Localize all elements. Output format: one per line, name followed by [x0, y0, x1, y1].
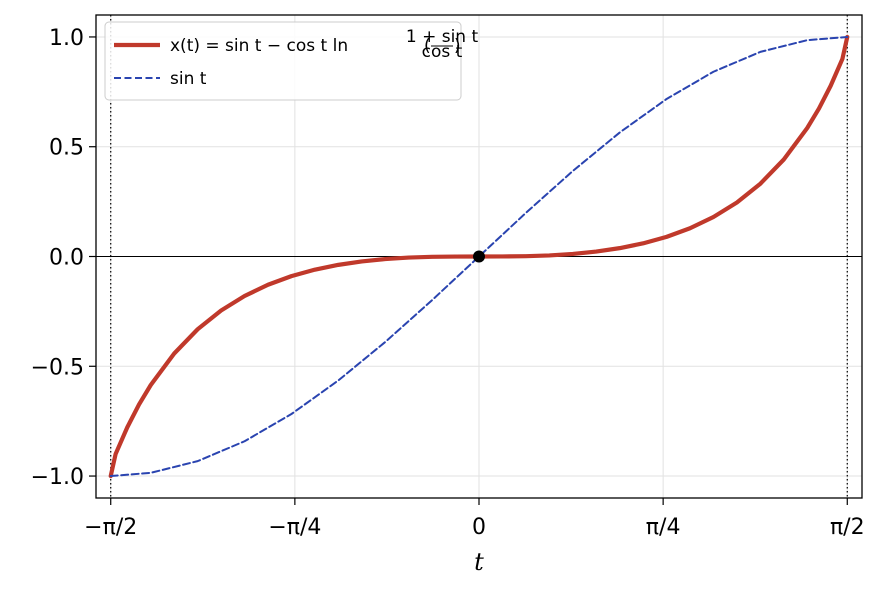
legend-paren-close: ): [454, 36, 461, 56]
x-axis-ticks: −π/2 −π/4 0 π/4 π/2: [84, 498, 865, 540]
y-axis-ticks: −1.0 −0.5 0.0 0.5 1.0: [31, 26, 96, 490]
origin-marker-0: [473, 250, 485, 263]
x-tick-label-2: 0: [472, 515, 486, 540]
legend-label-sin-t: sin t: [170, 69, 207, 89]
legend-paren-open: (: [424, 36, 431, 56]
legend-fraction-denominator: cos t: [422, 42, 463, 62]
x-tick-label-0: −π/2: [84, 515, 137, 540]
x-tick-label-4: π/2: [830, 515, 865, 540]
series-line-1: [109, 35, 849, 478]
y-tick-label-3: 0.5: [49, 136, 84, 161]
legend: x(t) = sin t − cos t ln ( 1 + sin t cos …: [104, 21, 479, 101]
point-markers: [473, 250, 485, 263]
y-tick-label-2: 0.0: [49, 246, 84, 271]
x-axis-label: t: [474, 548, 484, 576]
x-tick-label-1: −π/4: [268, 515, 321, 540]
legend-label-x-of-t: x(t) = sin t − cos t ln: [170, 36, 348, 56]
y-tick-label-1: −0.5: [31, 355, 84, 380]
legend-box: [104, 21, 462, 101]
x-tick-label-3: π/4: [646, 515, 681, 540]
legend-fraction-numerator: 1 + sin t: [406, 27, 479, 47]
y-tick-label-0: −1.0: [31, 465, 84, 490]
y-tick-label-4: 1.0: [49, 26, 84, 51]
legend-label-x-of-t-function: x(t) = sin t − cos t ln: [170, 36, 348, 56]
